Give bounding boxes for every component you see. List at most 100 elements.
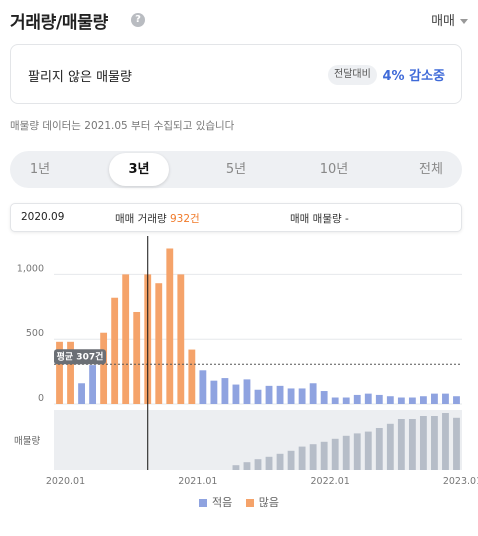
data-collection-note: 매물량 데이터는 2021.05 부터 수집되고 있습니다 [10, 120, 235, 132]
listing-volume-value: - [344, 213, 349, 225]
x-tick-label: 2021.01 [178, 476, 217, 487]
change-value: 4% 감소중 [382, 69, 445, 84]
listing-volume-bar [364, 431, 372, 470]
trade-volume-bar [375, 394, 383, 404]
trade-volume-bar [287, 388, 295, 404]
legend-item-low: 적음 [199, 494, 232, 510]
trade-volume-bar [78, 383, 85, 404]
trade-volume-bar [353, 394, 361, 404]
trade-volume-bar [342, 397, 350, 404]
listing-volume-bar [276, 453, 284, 470]
trade-volume-bar [309, 383, 317, 404]
trade-volume-bar [89, 365, 97, 404]
trade-volume-bar [408, 397, 416, 404]
comparison-badge: 전달대비 [328, 65, 377, 85]
listing-volume-bar [419, 416, 427, 470]
trade-volume-bar [67, 341, 74, 404]
trade-volume-bar [133, 311, 141, 404]
trade-volume-bar [364, 393, 372, 404]
listing-volume-label: 매매 매물량 [290, 213, 342, 225]
trade-volume-bar [111, 297, 119, 404]
trade-volume-bar [442, 393, 449, 404]
listing-volume-bar [254, 459, 262, 470]
chart-legend: 적음 많음 [0, 494, 478, 510]
trade-type-select[interactable]: 매매 [431, 10, 468, 29]
trade-type-label: 매매 [431, 14, 455, 29]
listing-volume-bar [309, 444, 317, 470]
x-tick-label: 2022.01 [311, 476, 350, 487]
listing-volume-bar [408, 419, 416, 470]
trade-volume-bar [166, 248, 174, 404]
help-icon[interactable]: ? [131, 13, 145, 27]
trade-volume-bar [199, 370, 207, 404]
listing-volume-bar [320, 441, 328, 470]
listing-volume-bar [431, 416, 438, 470]
trade-volume-bar [453, 396, 460, 404]
tab-3y[interactable]: 3년 [109, 153, 169, 186]
selected-month-info: 2020.09 매매 거래량 932건 매매 매물량 - [10, 203, 462, 232]
listing-volume-bar [331, 438, 339, 470]
tab-5y[interactable]: 5년 [225, 162, 247, 177]
listing-volume-bar [243, 462, 251, 470]
trade-volume-bar [243, 379, 251, 404]
trade-volume-bar [221, 378, 229, 404]
trade-volume-bar [298, 388, 306, 404]
legend-label-low: 적음 [212, 496, 233, 509]
x-tick-label: 2020.01 [46, 476, 85, 487]
unsold-listing-label: 팔리지 않은 매물량 [28, 70, 132, 85]
legend-label-high: 많음 [258, 496, 279, 509]
listing-volume-bar [265, 456, 273, 470]
trade-volume-bar [419, 396, 427, 404]
period-tabs: 1년 3년 5년 10년 전체 [10, 151, 462, 188]
section-title: 거래량/매물량 [10, 13, 108, 33]
listing-volume-info: 매매 매물량 - [290, 211, 349, 226]
tab-10y[interactable]: 10년 [319, 162, 349, 177]
trade-volume-bar [232, 384, 240, 404]
listing-axis-label: 매물량 [14, 435, 40, 447]
volume-chart[interactable]: 0 500 1,000 매물량 평균 307건 2020.01 2021.01 2022.… [0, 236, 478, 536]
listing-volume-bar [232, 465, 240, 470]
trade-volume-bar [320, 391, 328, 404]
trade-volume-bar [210, 380, 218, 404]
listing-volume-bar [453, 417, 460, 470]
trade-volume-bar [276, 385, 284, 404]
trade-volume-bar [331, 397, 339, 404]
listing-volume-bar [397, 419, 405, 470]
legend-swatch-high [245, 499, 254, 507]
trade-volume-bar [100, 332, 108, 404]
y-tick-label: 500 [26, 328, 44, 339]
listing-volume-bar [287, 450, 295, 470]
tab-1y[interactable]: 1년 [29, 162, 51, 177]
caret-down-icon [460, 19, 468, 24]
trade-volume-bar [155, 283, 163, 404]
trade-volume-info: 매매 거래량 932건 [115, 211, 200, 226]
average-label: 평균 307건 [57, 351, 104, 363]
average-label-background [54, 349, 106, 365]
listing-volume-bar [386, 423, 394, 470]
trade-volume-bar [188, 349, 196, 404]
listing-volume-bar [442, 413, 449, 470]
trade-volume-bar [254, 389, 262, 404]
trade-volume-bar [397, 397, 405, 404]
y-tick-label: 1,000 [17, 263, 44, 274]
x-tick-label: 2023.01 [443, 476, 478, 487]
listing-volume-bar [298, 446, 306, 470]
tab-all[interactable]: 전체 [419, 162, 443, 177]
trade-volume-bar [177, 274, 185, 404]
trade-volume-bar [431, 393, 438, 404]
y-tick-label: 0 [38, 393, 44, 404]
trade-volume-bar [56, 341, 63, 404]
listing-volume-bar [353, 433, 361, 470]
section-header: 거래량/매물량 ? 매매 [10, 8, 468, 34]
legend-swatch-low [199, 499, 207, 507]
trade-volume-value: 932건 [169, 213, 200, 225]
trade-volume-bar [386, 396, 394, 404]
unsold-listing-card: 팔리지 않은 매물량 전달대비 4% 감소중 [10, 44, 462, 104]
listing-volume-bar [342, 435, 350, 470]
selected-month: 2020.09 [21, 211, 65, 223]
legend-item-high: 많음 [245, 494, 279, 510]
trade-volume-bar [122, 274, 130, 404]
trade-volume-label: 매매 거래량 [115, 213, 167, 225]
listing-volume-bar [375, 428, 383, 470]
trade-volume-bar [265, 385, 273, 404]
